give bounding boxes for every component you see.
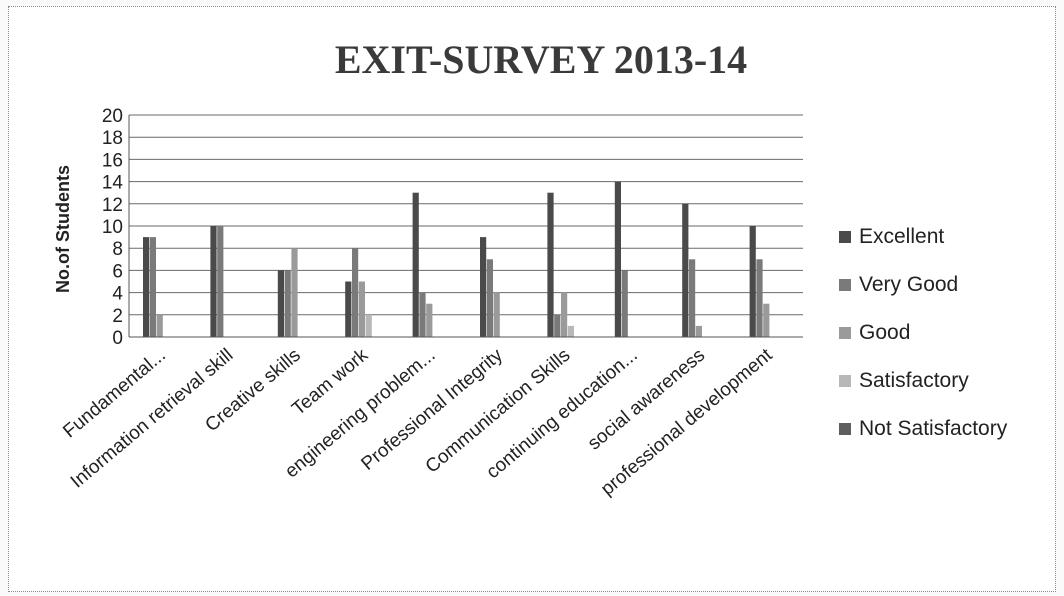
bar	[756, 259, 763, 337]
chart-title: EXIT-SURVEY 2013-14	[335, 37, 747, 82]
y-tick-label: 10	[102, 217, 123, 238]
y-tick-label: 20	[102, 106, 123, 127]
y-tick-label: 2	[112, 306, 123, 327]
gridlines	[129, 114, 803, 338]
bar	[561, 292, 568, 337]
bar	[426, 303, 433, 337]
legend-label: Excellent	[859, 225, 944, 248]
bar	[554, 314, 561, 337]
legend-swatch	[839, 231, 851, 243]
bar	[419, 292, 426, 337]
legend-label: Very Good	[859, 273, 958, 296]
category-labels: Fundamental...Information retrieval skil…	[59, 344, 777, 500]
category-label: social awareness	[584, 345, 709, 455]
bar	[695, 325, 702, 337]
bar	[352, 248, 359, 337]
y-tick-label: 4	[112, 284, 123, 305]
y-tick-label: 6	[112, 261, 123, 282]
bar	[284, 270, 291, 337]
bar	[749, 226, 756, 337]
legend-swatch	[839, 423, 851, 435]
bar	[682, 203, 689, 337]
bar	[621, 270, 628, 337]
y-tick-label: 16	[102, 150, 123, 171]
bar	[412, 192, 419, 337]
exit-survey-chart: EXIT-SURVEY 2013-14 No.of Students 02468…	[53, 37, 1008, 500]
bar	[493, 292, 500, 337]
axes	[128, 115, 803, 338]
y-tick-label: 8	[112, 239, 123, 260]
y-tick-label: 14	[102, 173, 124, 194]
y-tick-label: 12	[102, 195, 123, 216]
bars	[143, 181, 770, 337]
y-axis-title: No.of Students	[53, 165, 73, 293]
bar	[210, 226, 217, 337]
bar	[277, 270, 284, 337]
legend-swatch	[839, 375, 851, 387]
legend-label: Not Satisfactory	[859, 417, 1008, 440]
legend-label: Good	[859, 321, 910, 344]
bar	[486, 259, 493, 337]
bar	[345, 281, 352, 337]
bar	[763, 303, 770, 337]
bar	[567, 325, 574, 337]
y-tick-label: 0	[112, 328, 123, 349]
bar	[365, 314, 372, 337]
legend-swatch	[839, 327, 851, 339]
legend: Excellent Very Good Good Satisfactory Not Sa…	[839, 225, 1008, 440]
bar	[156, 314, 163, 337]
legend-label: Satisfactory	[859, 369, 969, 392]
bar	[480, 237, 487, 337]
legend-swatch	[839, 279, 851, 291]
bar	[149, 237, 156, 337]
y-tick-label: 18	[102, 128, 123, 149]
bar	[547, 192, 554, 337]
bar	[358, 281, 365, 337]
bar	[217, 226, 224, 337]
bar	[689, 259, 696, 337]
bar	[143, 237, 150, 337]
bar	[614, 181, 621, 337]
bar	[291, 248, 298, 337]
